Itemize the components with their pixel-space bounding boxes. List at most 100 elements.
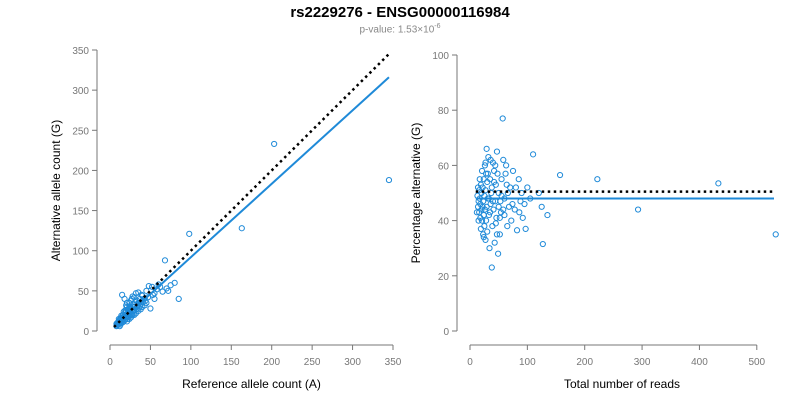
panel2-data-point <box>482 217 490 224</box>
panel2-data-point <box>492 220 499 227</box>
panel1-data-point <box>128 295 135 302</box>
panel2-y-tick-label: 100 <box>432 51 449 62</box>
panel1-x-tick-label: 250 <box>304 357 321 368</box>
panel1-data-point <box>132 310 139 317</box>
panel1-x-tick-label: 350 <box>385 357 402 368</box>
panel2-data-point <box>503 181 510 188</box>
panel2-data-point <box>524 184 531 191</box>
panel1-fit-line <box>113 76 390 328</box>
panel1-data-point <box>167 282 174 289</box>
panel2-data-point <box>509 167 517 175</box>
panel2-data-point <box>498 176 505 183</box>
panel2-data-point <box>501 211 508 219</box>
panel2-data-point <box>500 156 507 163</box>
panel1-data-point <box>147 305 154 312</box>
panel1-y-tick-label: 150 <box>72 207 89 218</box>
panel2-x-tick-label: 500 <box>748 357 765 368</box>
panel1-y-tick-label: 200 <box>72 166 89 177</box>
panel1-x-tick-label: 100 <box>183 357 200 368</box>
panel1-x-tick-label: 50 <box>145 357 157 368</box>
panel1-y-tick-label: 250 <box>72 126 89 137</box>
panel2-data-point <box>515 176 522 183</box>
panel1-data-point <box>148 283 156 290</box>
panel2-data-point <box>544 211 551 219</box>
panel2-data-point <box>715 180 722 187</box>
p-value-text: p-value: <box>359 24 398 36</box>
panel2-data-point <box>505 203 513 210</box>
panel2-x-tick-label: 0 <box>467 357 473 368</box>
panel2-data-point <box>518 189 525 197</box>
p-value-exponent: -6 <box>434 23 441 30</box>
panel2-y-tick-label: 80 <box>438 106 450 117</box>
panel2-data-point <box>488 264 495 271</box>
panel1-y-tick-label: 50 <box>78 287 90 298</box>
chart-subtitle: p-value: 1.53×10-6 <box>0 23 800 35</box>
panel2-data-point <box>488 184 495 191</box>
panel2-data-point <box>482 170 490 177</box>
panel2-y-tick-label: 20 <box>438 272 450 283</box>
panel2-data-point <box>476 176 483 183</box>
panel2-data-point <box>481 162 489 169</box>
panel2-data-point <box>538 203 545 210</box>
panel1-data-point <box>238 225 245 232</box>
panel1-y-tick-label: 0 <box>83 327 89 338</box>
panel2-data-point <box>500 206 507 213</box>
panel2-data-point <box>492 162 499 169</box>
panel2-data-point <box>512 184 519 191</box>
panel2-data-point <box>480 176 487 183</box>
panel2-data-point <box>490 206 497 213</box>
panel2-y-tick-label: 0 <box>443 327 449 338</box>
panel1-data-point <box>159 288 166 295</box>
panel2-data-point <box>475 217 482 224</box>
panel2-data-point <box>499 115 506 122</box>
panel2-x-tick-label: 400 <box>691 357 708 368</box>
panel2-data-point <box>476 187 483 194</box>
panel2-data-point <box>556 171 564 179</box>
panel2-data-point <box>493 148 501 155</box>
panel2-y-axis-label: Percentage alternative (G) <box>409 123 423 264</box>
panel2-data-point <box>516 209 523 216</box>
panel2-data-point <box>490 167 498 175</box>
panel1-y-tick-label: 300 <box>72 86 89 97</box>
panel2-data-point <box>476 209 483 216</box>
panel1-data-point <box>137 306 144 313</box>
panel1-x-tick-label: 300 <box>344 357 361 368</box>
panel2-data-point <box>503 162 510 169</box>
panel2-data-point <box>474 184 482 191</box>
panel2-data-point <box>495 203 502 210</box>
panel1-data-point <box>145 282 152 290</box>
panel2-data-point <box>508 217 515 224</box>
panel1-x-tick-label: 0 <box>107 357 113 368</box>
panel1-x-axis-label: Reference allele count (A) <box>182 377 321 391</box>
chart-title: rs2229276 - ENSG00000116984 <box>290 4 510 21</box>
panel2-data-point <box>484 170 491 177</box>
panel2-data-point <box>491 239 498 246</box>
panel1-data-point <box>163 285 170 292</box>
panel2-data-point <box>486 245 493 252</box>
panel1-y-tick-label: 100 <box>72 247 89 258</box>
panel2-data-point <box>480 231 487 238</box>
panel1-data-point <box>138 298 145 305</box>
panel2-data-point <box>496 214 503 221</box>
panel2-x-axis-label: Total number of reads <box>564 377 680 391</box>
panel2-data-point <box>509 200 516 208</box>
panel2-data-point <box>496 231 503 238</box>
panel2-y-tick-label: 60 <box>438 161 450 172</box>
panel2-data-point <box>507 184 514 191</box>
panel2-data-point <box>521 200 528 208</box>
panel1-data-point <box>175 295 182 302</box>
panel1-data-point <box>116 323 123 330</box>
panel2-y-tick-label: 40 <box>438 217 450 228</box>
panel2-data-point <box>474 203 482 210</box>
panel2-data-point <box>481 223 488 230</box>
panel2-data-point <box>539 240 546 248</box>
panel2-data-point <box>504 223 511 230</box>
panel2-x-tick-label: 100 <box>519 357 536 368</box>
panel2-data-point <box>477 225 484 232</box>
panel1-y-axis-label: Alternative allele count (G) <box>49 120 63 261</box>
panel2-data-point <box>594 176 601 183</box>
panel2-data-point <box>495 250 502 257</box>
panel2-data-point <box>482 159 489 166</box>
panel2-data-point <box>478 167 486 175</box>
